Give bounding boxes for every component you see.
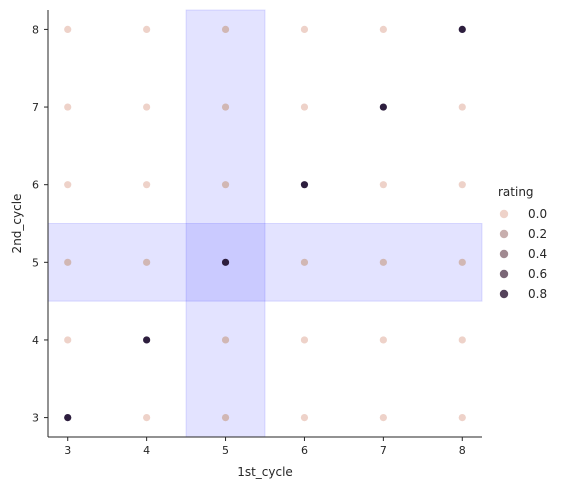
data-point <box>379 258 387 266</box>
data-point <box>300 258 309 266</box>
legend-marker <box>499 229 509 239</box>
legend-label: 0.6 <box>528 267 547 281</box>
data-point <box>143 413 151 422</box>
y-tick-label: 5 <box>32 256 39 269</box>
legend: rating 0.0 0.2 0.4 0.6 0.8 <box>498 185 547 301</box>
data-point <box>221 181 230 189</box>
data-point <box>300 413 309 422</box>
data-point <box>379 413 387 422</box>
data-point <box>458 336 466 344</box>
x-tick-label: 4 <box>143 444 150 457</box>
data-point <box>143 25 151 34</box>
data-point <box>379 336 387 344</box>
data-point <box>458 258 466 266</box>
highlight-band-y <box>47 223 483 302</box>
legend-label: 0.4 <box>528 247 547 261</box>
data-point <box>221 258 230 266</box>
data-point <box>221 25 230 34</box>
axes: 3 4 5 6 7 8 3 4 5 6 7 8 1st_cycle 2nd_cycle <box>10 10 482 479</box>
data-point <box>458 413 466 422</box>
data-point <box>458 25 466 34</box>
y-tick-label: 8 <box>32 23 39 36</box>
legend-label: 0.8 <box>528 287 547 301</box>
x-axis-label: 1st_cycle <box>237 465 293 479</box>
x-tick-label: 6 <box>301 444 308 457</box>
data-point <box>300 25 309 34</box>
highlight-band-x <box>185 9 266 438</box>
data-point <box>143 103 151 111</box>
data-point <box>64 103 72 111</box>
data-point <box>221 336 230 344</box>
legend-marker <box>499 249 509 259</box>
legend-label: 0.0 <box>528 207 547 221</box>
data-point <box>300 103 309 111</box>
x-tick-label: 5 <box>222 444 229 457</box>
legend-marker <box>499 269 509 279</box>
data-point <box>379 103 387 111</box>
data-point <box>64 258 72 266</box>
y-axis-ticks: 3 4 5 6 7 8 <box>32 23 48 425</box>
y-tick-label: 6 <box>32 179 39 192</box>
data-point <box>64 336 72 344</box>
legend-title: rating <box>498 185 534 199</box>
data-points <box>64 25 466 422</box>
y-tick-label: 7 <box>32 101 39 114</box>
legend-marker <box>499 209 509 219</box>
data-point <box>379 25 387 34</box>
legend-label: 0.2 <box>528 227 547 241</box>
data-point <box>143 258 151 266</box>
x-tick-label: 8 <box>459 444 466 457</box>
data-point <box>379 181 387 189</box>
data-point <box>300 181 309 189</box>
data-point <box>64 413 72 422</box>
data-point <box>458 103 466 111</box>
data-point <box>143 336 151 344</box>
highlight-bands <box>47 9 483 438</box>
x-tick-label: 3 <box>64 444 71 457</box>
data-point <box>64 25 72 34</box>
data-point <box>300 336 309 344</box>
data-point <box>458 181 466 189</box>
data-point <box>221 413 230 422</box>
data-point <box>143 181 151 189</box>
legend-marker <box>499 289 509 299</box>
x-tick-label: 7 <box>380 444 387 457</box>
legend-entries: 0.0 0.2 0.4 0.6 0.8 <box>499 207 547 301</box>
y-tick-label: 3 <box>32 412 39 425</box>
data-point <box>64 181 72 189</box>
y-tick-label: 4 <box>32 334 39 347</box>
y-axis-label: 2nd_cycle <box>10 194 24 254</box>
data-point <box>221 103 230 111</box>
x-axis-ticks: 3 4 5 6 7 8 <box>64 437 466 457</box>
